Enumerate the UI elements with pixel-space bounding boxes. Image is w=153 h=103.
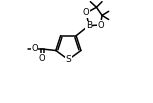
Text: B: B bbox=[86, 21, 92, 30]
Text: S: S bbox=[65, 55, 71, 64]
Text: O: O bbox=[39, 54, 45, 63]
Text: O: O bbox=[97, 21, 104, 30]
Text: O: O bbox=[83, 8, 90, 17]
Text: O: O bbox=[31, 44, 38, 53]
